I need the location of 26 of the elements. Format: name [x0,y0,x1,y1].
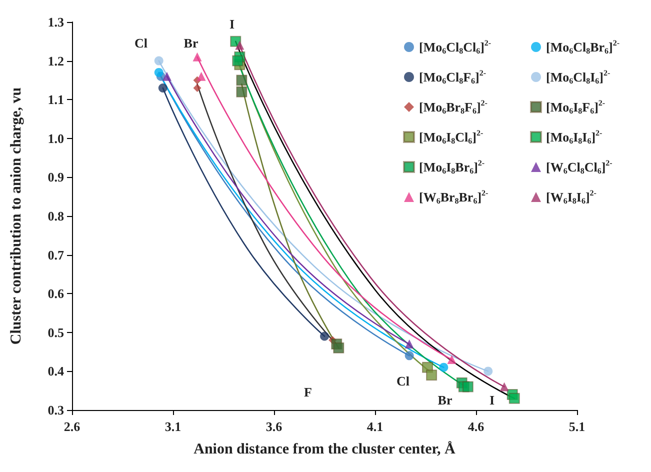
x-axis-title: Anion distance from the cluster center, Å [194,440,456,458]
x-tick-label: 3.6 [266,419,283,434]
y-axis-title: Cluster contribution to anion charge, vu [8,87,24,345]
y-tick-label: 1.3 [48,14,64,30]
annotation: I [489,392,495,408]
y-tick-label: 0.9 [48,170,64,185]
y-tick-label: 0.4 [48,364,64,379]
annotation: Br [184,36,198,50]
x-tick-label: 2.6 [64,419,81,434]
annotation: Br [438,392,452,408]
x-tick-label: 5.1 [568,419,586,434]
x-tick-label: 4.1 [366,419,384,434]
y-tick-label: 1.1 [48,92,64,108]
y-tick-label: 0.5 [48,324,64,340]
annotation: Cl [396,374,410,388]
y-tick-label: 1.0 [48,130,64,146]
y-tick-label: 0.8 [48,208,64,224]
annotation: F [304,384,312,400]
y-tick-label: 1.2 [48,53,64,68]
y-tick-label: 0.3 [48,402,64,418]
annotation: I [229,16,235,32]
x-tick-label: 3.1 [164,419,182,434]
x-tick-label: 4.6 [468,419,485,434]
y-tick-label: 0.6 [48,286,64,302]
annotation: Cl [134,36,148,50]
y-tick-label: 0.7 [48,247,64,262]
